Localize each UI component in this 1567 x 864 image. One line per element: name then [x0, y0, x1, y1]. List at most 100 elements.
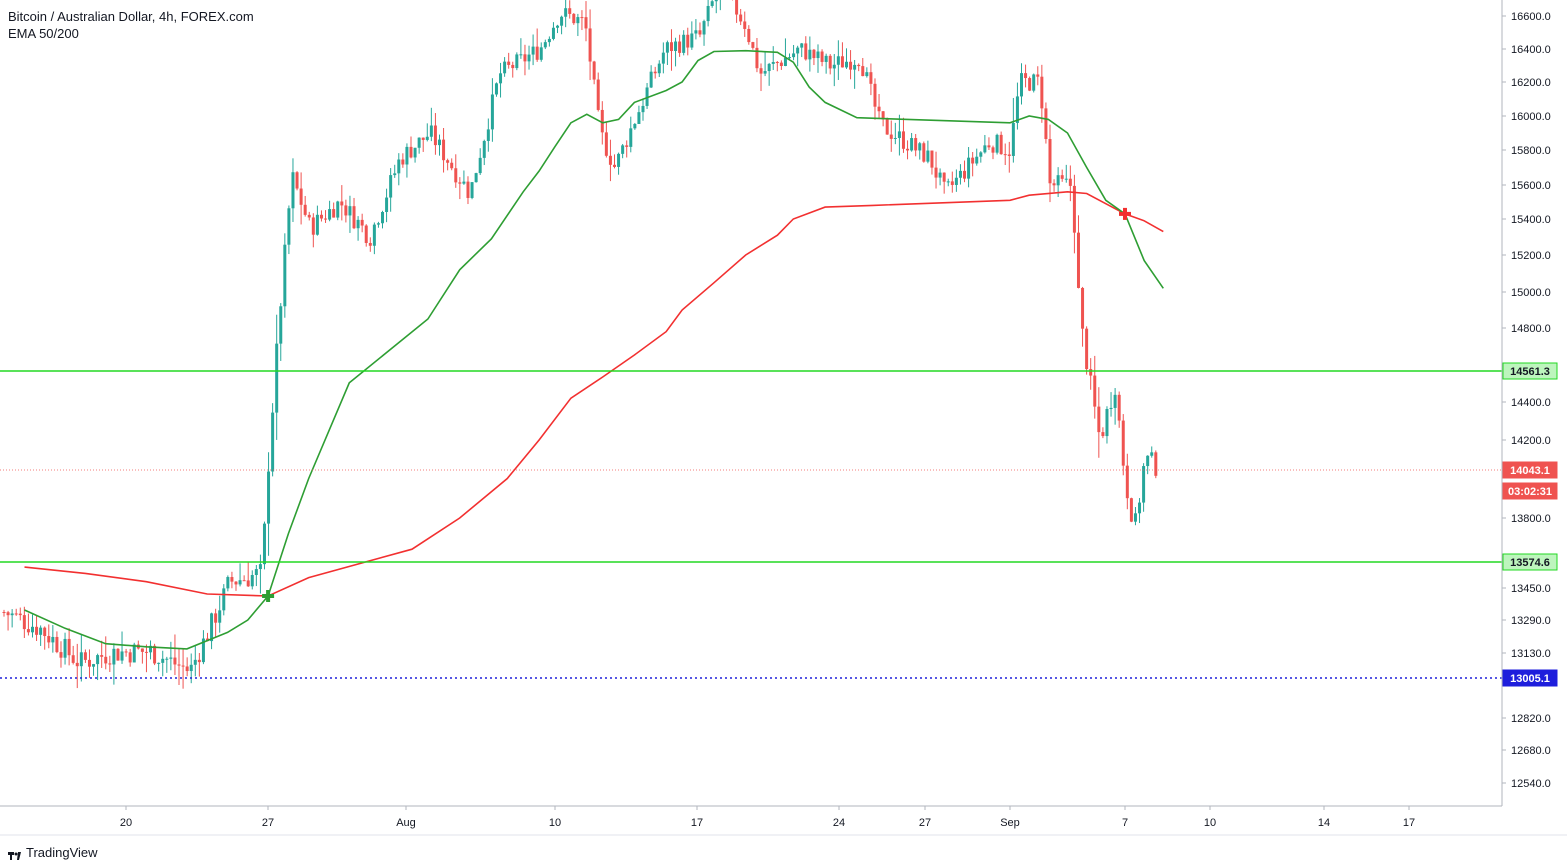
candle	[1085, 326, 1089, 375]
candle	[140, 648, 144, 664]
ema200-line	[24, 190, 1164, 597]
candle	[755, 37, 759, 73]
horizontal-levels[interactable]	[0, 370, 1502, 679]
ema-cross-death-icon	[1119, 207, 1131, 220]
candle	[1052, 179, 1056, 192]
candle	[14, 608, 18, 616]
candle	[633, 122, 637, 130]
candle	[96, 653, 100, 681]
candle	[1150, 446, 1154, 458]
x-tick-label: 20	[120, 817, 132, 829]
candle	[1129, 497, 1133, 523]
candle	[568, 0, 572, 19]
candle	[462, 170, 466, 185]
candle	[450, 158, 454, 171]
candle	[576, 13, 580, 37]
candle	[910, 132, 914, 152]
candle	[613, 154, 616, 169]
candle	[735, 0, 739, 23]
candle	[478, 148, 482, 175]
candle	[840, 42, 844, 68]
candle	[922, 141, 926, 163]
candle	[336, 200, 340, 221]
candle	[893, 122, 897, 145]
candle	[295, 171, 299, 191]
candle	[1093, 355, 1097, 419]
candle	[340, 185, 344, 221]
candle	[401, 153, 405, 168]
y-tick-label: 14800.0	[1511, 323, 1551, 335]
candle	[1105, 406, 1109, 444]
candle	[1060, 169, 1064, 182]
candle	[185, 657, 189, 677]
candle	[1133, 507, 1137, 526]
candle	[389, 168, 393, 212]
candle	[136, 640, 140, 650]
candle	[690, 21, 694, 50]
candle	[71, 645, 75, 665]
candle	[621, 143, 625, 159]
x-tick-label: 14	[1318, 817, 1330, 829]
candle	[124, 648, 128, 657]
candle	[63, 632, 67, 665]
candle	[942, 172, 946, 194]
candle	[719, 0, 721, 11]
candle	[710, 0, 714, 8]
candle	[47, 624, 51, 649]
candle	[588, 9, 592, 81]
candle	[747, 25, 751, 45]
candle	[258, 554, 262, 594]
candle	[743, 11, 747, 37]
candle	[938, 168, 942, 186]
candle	[425, 123, 429, 142]
candle	[466, 176, 470, 205]
candle	[328, 200, 332, 222]
candle	[35, 615, 39, 642]
ema-cross-markers	[262, 207, 1131, 602]
candle	[1125, 453, 1129, 510]
candle	[861, 57, 865, 77]
candle	[83, 649, 87, 663]
candle	[930, 150, 934, 175]
candle	[319, 210, 323, 222]
x-tick-label: Sep	[1000, 817, 1020, 829]
candle	[291, 158, 295, 222]
candle	[30, 614, 34, 638]
candle	[1015, 82, 1019, 130]
price-tag-last: 14043.1	[1502, 461, 1558, 479]
candle	[1024, 64, 1028, 88]
y-tick-label: 15400.0	[1511, 214, 1551, 226]
tradingview-logo[interactable]: TradingView	[8, 845, 98, 860]
candle	[849, 50, 853, 80]
candle	[177, 648, 181, 685]
candle	[59, 641, 63, 668]
candle	[661, 42, 665, 74]
candle	[739, 8, 743, 26]
svg-text:03:02:31: 03:02:31	[1508, 486, 1552, 498]
candle	[18, 607, 22, 621]
y-tick-label: 15200.0	[1511, 250, 1551, 262]
x-tick-label: 24	[833, 817, 845, 829]
candle	[995, 133, 999, 155]
candle	[1044, 102, 1048, 144]
candle	[987, 137, 991, 151]
candle	[1003, 143, 1007, 166]
candle	[527, 45, 531, 70]
price-axis[interactable]: 16600.0 16400.0 16200.0 16000.0 15800.0 15600…	[1502, 11, 1551, 790]
candle	[775, 61, 779, 72]
time-axis[interactable]: 20 27 Aug 10 17 24 27 Sep 7 10 14 17	[120, 806, 1415, 829]
candle	[503, 57, 507, 77]
candle	[299, 172, 303, 225]
candle	[43, 626, 47, 650]
candle	[804, 36, 808, 61]
candle	[173, 634, 177, 676]
candle	[698, 22, 702, 38]
tradingview-logo-icon	[8, 848, 22, 860]
candle	[279, 303, 283, 361]
candle	[877, 93, 881, 119]
x-tick-label: Aug	[396, 817, 416, 829]
candle	[197, 653, 201, 677]
candle	[120, 631, 124, 664]
candle	[1007, 141, 1011, 173]
